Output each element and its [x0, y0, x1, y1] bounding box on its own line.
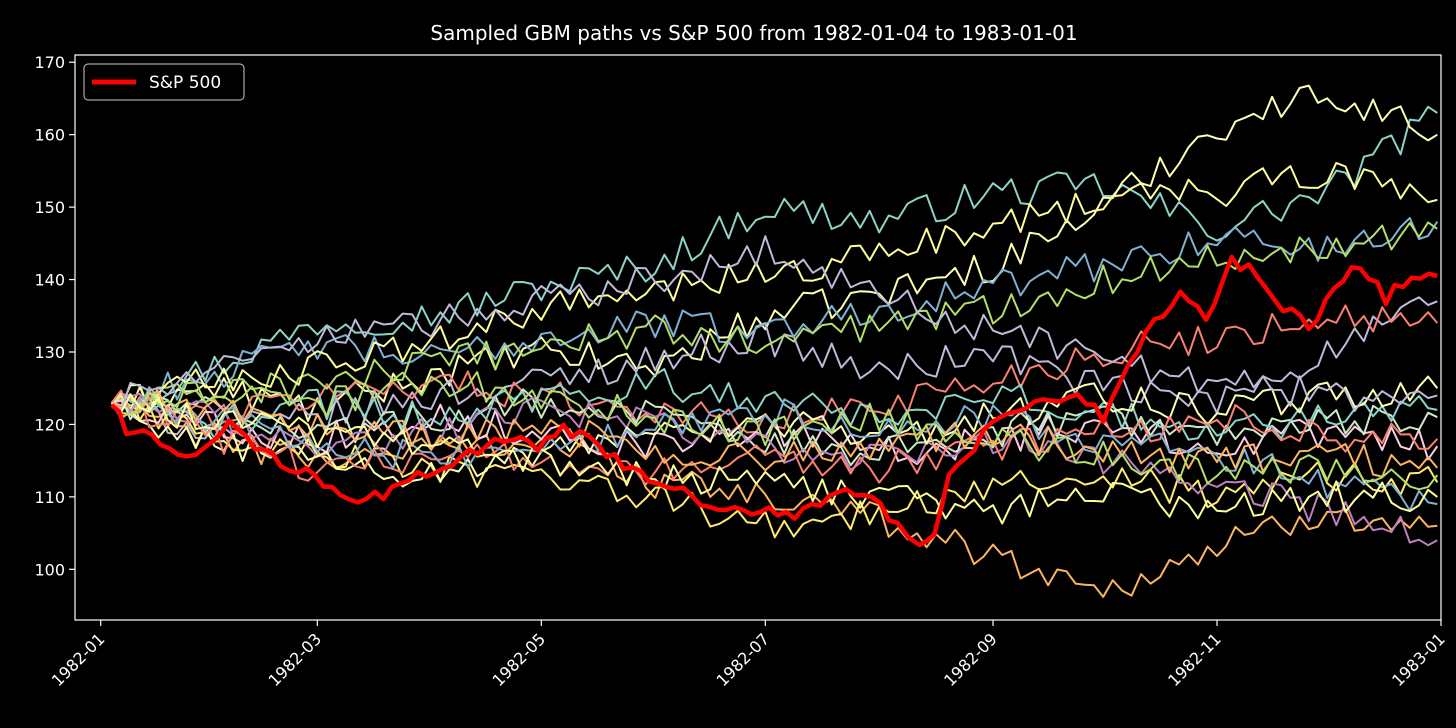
x-tick-label: 1982-09 [940, 629, 1001, 690]
gbm-path-line-12 [110, 392, 1438, 547]
highlight-layer [110, 254, 1438, 548]
gbm-path-line-18 [110, 371, 1439, 491]
gbm-path-line-16 [110, 391, 1438, 512]
y-tick-label: 170 [34, 53, 65, 72]
x-tick-label: 1982-03 [264, 629, 325, 690]
y-tick-label: 150 [34, 198, 65, 217]
sp500-line [110, 254, 1438, 548]
legend: S&P 500 [83, 63, 245, 101]
gbm-path-line-15 [110, 389, 1439, 486]
y-tick-label: 100 [34, 560, 65, 579]
gbm-path-line-1 [111, 105, 1438, 411]
chart-title: Sampled GBM paths vs S&P 500 from 1982-0… [430, 21, 1077, 45]
x-tick-label: 1982-05 [488, 629, 549, 690]
x-axis: 1982-01 1982-03 1982-05 1982-07 1982-09 1982-… [48, 620, 1449, 690]
y-tick-label: 120 [34, 415, 65, 434]
gbm-path-line-9 [111, 161, 1438, 412]
gbm-path-line-2 [111, 84, 1438, 422]
x-tick-label: 1982-01 [48, 629, 109, 690]
gbm-path-line-7 [111, 221, 1438, 407]
gbm-path-line-3 [111, 296, 1438, 440]
legend-label-sp500: S&P 500 [149, 73, 221, 93]
legend-box [83, 63, 245, 101]
gbm-path-line-19 [111, 235, 1438, 412]
x-tick-label: 1983-01 [1388, 629, 1449, 690]
y-tick-label: 140 [34, 271, 65, 290]
y-tick-label: 110 [34, 488, 65, 507]
gbm-path-line-13 [110, 368, 1438, 441]
gbm-path-line-6 [111, 401, 1438, 598]
gbm-path-line-10 [111, 388, 1438, 467]
y-tick-label: 160 [34, 126, 65, 145]
gbm-path-line-20 [110, 393, 1438, 525]
y-tick-label: 130 [34, 343, 65, 362]
plot-frame [74, 54, 1442, 621]
x-tick-label: 1982-11 [1164, 629, 1225, 690]
gbm-path-line-5 [111, 217, 1439, 411]
x-tick-label: 1982-07 [712, 629, 773, 690]
y-axis: 100 110 120 130 140 150 160 170 [34, 53, 75, 579]
series-layer [110, 84, 1439, 598]
